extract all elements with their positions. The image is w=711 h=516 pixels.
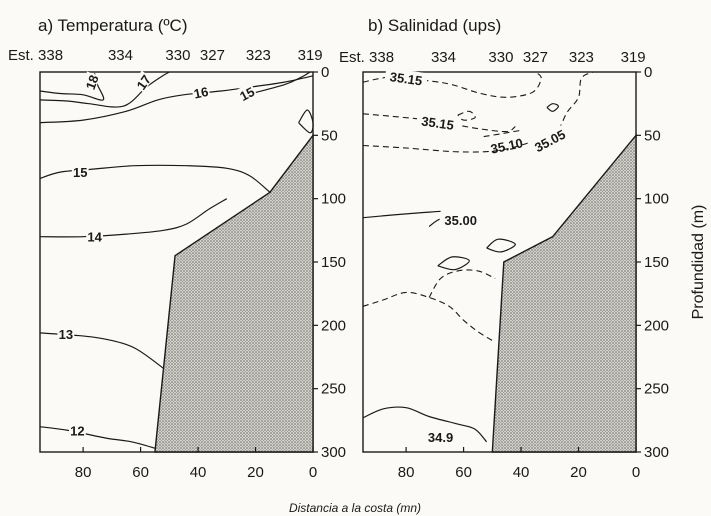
isoline-label-bg xyxy=(132,70,154,93)
station-label: 334 xyxy=(431,49,456,66)
station-label: 327 xyxy=(523,49,548,66)
station-label: 319 xyxy=(298,47,323,64)
y-tick-label: 100 xyxy=(644,191,669,208)
isoline-label: 17 xyxy=(134,72,155,92)
isoline-label: 35.00 xyxy=(444,213,477,228)
isoline xyxy=(362,406,488,443)
y-axis-ticks: 0 50 100 150 200 250 300 xyxy=(313,64,346,461)
isoline xyxy=(39,71,170,108)
y-tick-label: 200 xyxy=(644,317,669,334)
isoline-label-bg xyxy=(71,164,89,179)
isoline-label: 12 xyxy=(70,423,84,438)
x-axis-ticks: 80 60 40 20 0 xyxy=(398,447,640,481)
station-label: 327 xyxy=(200,47,225,64)
isoline xyxy=(246,71,311,96)
isoline-label-bg xyxy=(68,422,86,437)
isoline-label: 35.15 xyxy=(389,69,423,88)
x-tick-label: 60 xyxy=(455,464,472,481)
sea-bottom xyxy=(154,133,314,453)
y-tick-label: 50 xyxy=(321,127,338,144)
isoline-label: 16 xyxy=(192,84,209,102)
isoline-label: 35.10 xyxy=(489,135,524,156)
x-tick-label: 40 xyxy=(190,464,207,481)
temperature-panel-title: a) Temperatura (ºC) xyxy=(38,16,188,35)
station-label: 323 xyxy=(569,49,594,66)
isoline-label-bg xyxy=(191,82,211,100)
isoline-label: 34.9 xyxy=(428,430,453,445)
isoline xyxy=(483,129,522,138)
isoline xyxy=(39,75,314,124)
isoline xyxy=(362,71,542,98)
y-tick-label: 50 xyxy=(644,127,661,144)
station-labels: 334 330 327 323 319 xyxy=(431,49,646,66)
y-tick-label: 100 xyxy=(321,191,346,208)
isoline xyxy=(437,256,470,271)
y-tick-label: 0 xyxy=(321,64,329,81)
x-tick-label: 80 xyxy=(398,464,415,481)
isoline xyxy=(39,198,228,238)
isoline xyxy=(428,269,496,298)
sea-bottom xyxy=(491,133,637,453)
y-tick-label: 150 xyxy=(321,254,346,271)
salinity-panel: b) Salinidad (ups) Est. 338 334 330 327 323… xyxy=(339,16,669,481)
station-label: 330 xyxy=(165,47,190,64)
y-tick-label: 150 xyxy=(644,254,669,271)
station-labels: 334 330 327 323 319 xyxy=(108,47,323,64)
isoline-label: 14 xyxy=(87,230,102,245)
salinity-plot-area: 35.15 35.15 35.10 35.05 35.00 34.9 xyxy=(362,67,637,453)
x-tick-label: 80 xyxy=(75,464,92,481)
y-tick-label: 0 xyxy=(644,64,652,81)
isoline xyxy=(39,164,271,193)
y-tick-label: 250 xyxy=(321,381,346,398)
isoline-label-bg xyxy=(384,67,429,88)
x-tick-label: 0 xyxy=(309,464,317,481)
isoline-label: 13 xyxy=(59,327,73,342)
isoline xyxy=(39,426,156,449)
isoline-label-bg xyxy=(527,123,572,156)
isoline xyxy=(362,210,441,219)
temperature-plot-area: 18 17 16 15 15 14 13 12 xyxy=(39,70,314,453)
isoline xyxy=(298,109,314,134)
isoline-label: 35.05 xyxy=(532,127,568,156)
isoline-label: 15 xyxy=(237,84,257,104)
x-tick-label: 20 xyxy=(247,464,264,481)
isoline xyxy=(486,238,516,253)
station-label: 319 xyxy=(621,49,646,66)
isoline-label: 18 xyxy=(83,73,102,92)
x-axis-label: Distancia a la costa (mn) xyxy=(289,501,421,515)
y-axis-ticks: 0 50 100 150 200 250 300 xyxy=(636,64,669,461)
isoline-label: 35.15 xyxy=(420,113,454,132)
x-tick-label: 60 xyxy=(132,464,149,481)
x-tick-label: 20 xyxy=(570,464,587,481)
isoline xyxy=(457,110,476,121)
x-tick-label: 40 xyxy=(513,464,530,481)
isoline-label: 15 xyxy=(73,165,87,180)
station-label: 323 xyxy=(246,47,271,64)
salinity-panel-title: b) Salinidad (ups) xyxy=(368,16,501,35)
y-tick-label: 250 xyxy=(644,381,669,398)
y-tick-label: 300 xyxy=(644,444,669,461)
isoline xyxy=(546,103,560,112)
station-prefix-label: Est. 338 xyxy=(339,49,394,66)
isoline-label-bg xyxy=(235,82,258,103)
station-label: 330 xyxy=(488,49,513,66)
y-tick-label: 200 xyxy=(321,317,346,334)
station-prefix-label: Est. 338 xyxy=(8,47,63,64)
isoline-label-bg xyxy=(416,111,460,132)
y-axis-label: Profundidad (m) xyxy=(690,205,707,320)
isoline-label-bg xyxy=(484,133,529,156)
temperature-panel: a) Temperatura (ºC) Est. 338 334 330 327 32… xyxy=(8,16,346,481)
isoline-label-bg xyxy=(57,326,75,341)
y-tick-label: 300 xyxy=(321,444,346,461)
x-axis-ticks: 80 60 40 20 0 xyxy=(75,447,317,481)
station-label: 334 xyxy=(108,47,133,64)
isoline-label-bg xyxy=(423,428,458,443)
isoline-label-bg xyxy=(439,212,482,227)
isoline-label-bg xyxy=(86,228,103,243)
x-tick-label: 0 xyxy=(632,464,640,481)
isoline xyxy=(362,291,493,341)
isoline-label-bg xyxy=(81,71,101,93)
